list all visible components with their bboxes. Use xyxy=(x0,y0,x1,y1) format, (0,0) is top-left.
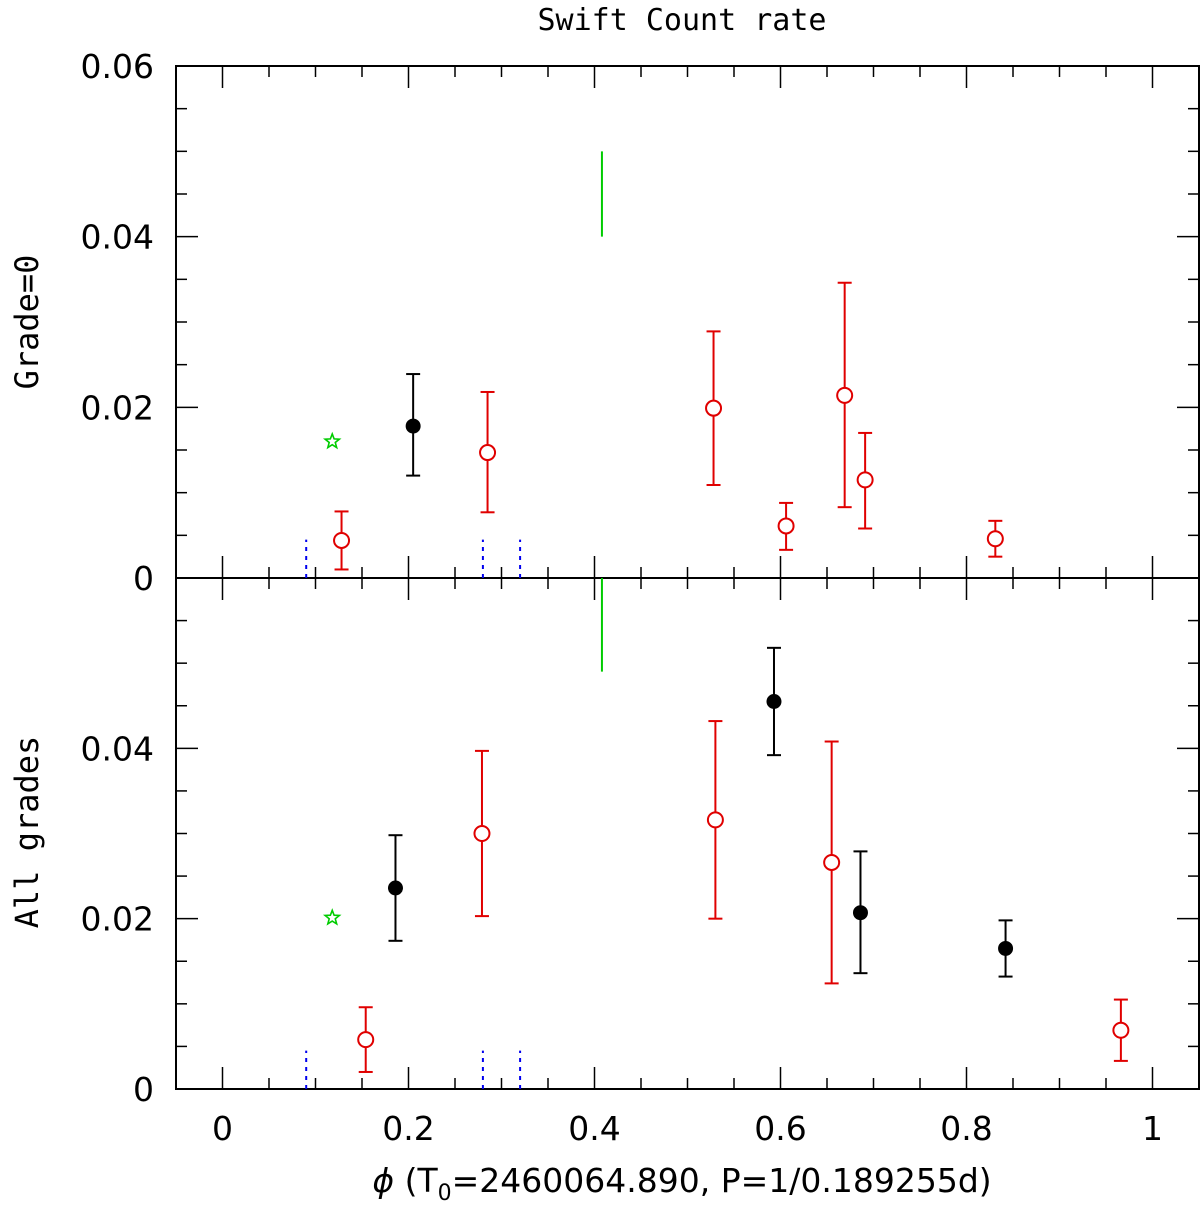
red-open-point-top xyxy=(986,530,1004,548)
y-label-top: Grade=0 xyxy=(8,255,46,390)
x-axis-label-part1: (T xyxy=(394,1161,438,1200)
red-open-point-bottom xyxy=(706,811,724,829)
y-tick-label-top: 0 xyxy=(133,559,154,598)
red-open-point-bottom xyxy=(1112,1021,1130,1039)
x-tick-label: 1 xyxy=(1142,1109,1163,1148)
black-filled-point-top xyxy=(405,418,421,434)
x-tick-label: 0.4 xyxy=(568,1109,620,1148)
red-open-point-top xyxy=(836,386,854,404)
y-tick-label-top: 0.02 xyxy=(81,388,154,427)
x-axis-label-part2: =2460064.890, P=1/0.189255d) xyxy=(452,1161,992,1200)
black-filled-point-bottom xyxy=(998,940,1014,956)
red-open-point-bottom xyxy=(357,1031,375,1049)
green-star-top xyxy=(322,431,342,450)
y-tick-label-top: 0.04 xyxy=(81,218,154,257)
black-filled-point-bottom xyxy=(852,905,868,921)
x-axis-label: ϕ (T0=2460064.890, P=1/0.189255d) xyxy=(372,1161,991,1206)
red-open-point-top xyxy=(777,517,795,535)
y-label-bottom: All grades xyxy=(8,736,46,929)
x-axis-label-sub: 0 xyxy=(438,1181,452,1206)
red-open-point-top xyxy=(479,444,497,462)
x-tick-label: 0.8 xyxy=(940,1109,992,1148)
panel-top: 0 0.02 0.04 0.06 xyxy=(81,47,1200,598)
red-open-point-bottom xyxy=(473,825,491,842)
red-open-point-bottom xyxy=(823,853,841,871)
green-star-bottom xyxy=(322,908,342,926)
x-tick-label: 0.6 xyxy=(754,1109,806,1148)
y-tick-label-bottom: 0.04 xyxy=(81,729,154,768)
panel-bottom: 0 0.02 0.04 xyxy=(81,577,1200,1109)
chart-title: Swift Count rate xyxy=(538,3,827,38)
x-tick-label: 0 xyxy=(212,1109,233,1148)
y-tick-label-bottom: 0 xyxy=(133,1070,154,1109)
y-tick-label-bottom: 0.02 xyxy=(81,900,154,939)
red-open-point-top xyxy=(856,471,874,489)
y-tick-label-top: 0.06 xyxy=(81,47,154,86)
x-tick-label: 0.2 xyxy=(382,1109,434,1148)
black-filled-point-bottom xyxy=(766,693,782,709)
x-axis-label-phi: ϕ xyxy=(372,1161,394,1200)
black-filled-point-bottom xyxy=(387,880,403,896)
red-open-point-top xyxy=(705,399,723,417)
red-open-point-top xyxy=(333,531,351,549)
